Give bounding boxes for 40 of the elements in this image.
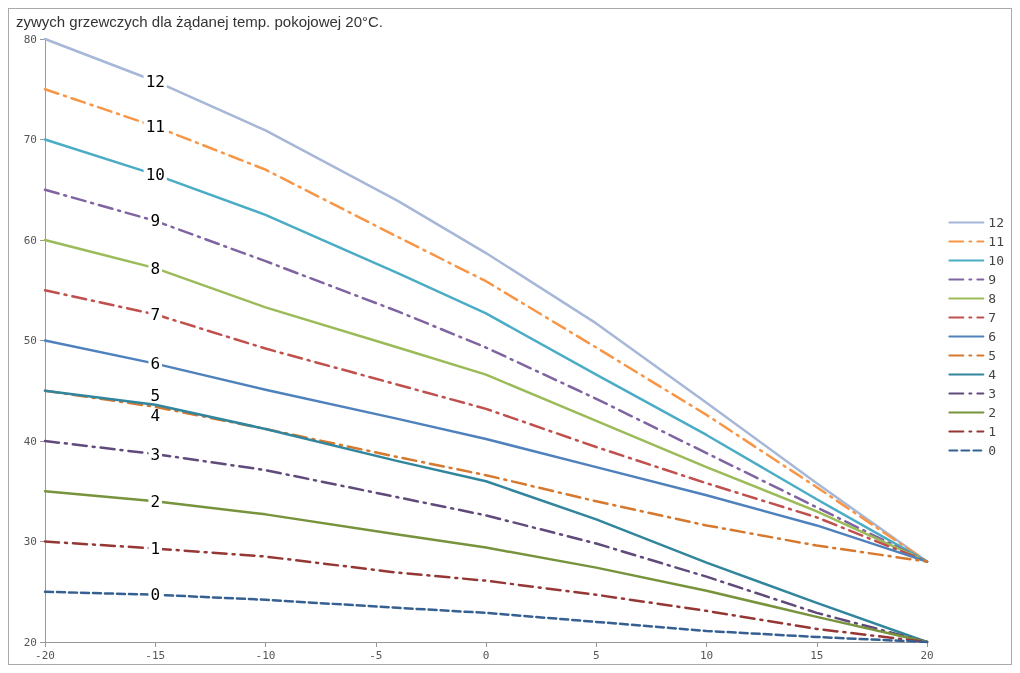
legend-label: 11 [988,234,1004,249]
y-tick-label: 40 [23,434,37,448]
text: 5 [150,386,161,406]
text: 3 [150,444,161,464]
x-tick-label: 20 [920,649,934,662]
legend-label: 7 [988,310,997,325]
y-tick-label: 50 [23,334,37,347]
legend-label: 6 [988,329,997,344]
legend-label: 2 [988,405,997,420]
legend-label: 3 [988,386,997,401]
text: 10 [150,539,161,605]
line-series [43,339,929,563]
x-tick-label: -15 [145,649,166,662]
x-tick-label: 0 [482,649,490,662]
text: 7 [150,304,161,324]
text: 8 [150,258,161,278]
legend-label: 5 [988,348,997,363]
x-tick-label: 15 [810,649,824,662]
legend-label: 8 [988,291,997,306]
legend-label: 9 [988,272,997,287]
legend-label: 0 [988,443,997,458]
y-tick-label: 80 [23,32,37,46]
y-tick-label: 30 [23,535,37,548]
text: 2 [150,491,161,511]
legend-label: 12 [988,215,1004,230]
y-tick-label: 70 [23,133,37,146]
chart-title: zywych grzewczych dla żądanej temp. pokojowej 20°C. [16,13,384,30]
text: 4 [150,406,161,426]
x-tick-label: -5 [369,649,383,662]
legend-label: 10 [988,253,1004,268]
x-tick-label: -10 [255,649,276,662]
x-tick-label: 10 [699,649,714,662]
text: 9 [150,211,161,231]
x-tick-label: -20 [35,649,55,662]
legend-label: 1 [988,424,997,439]
legend-label: 4 [988,367,997,382]
text: 6 [150,354,161,374]
x-tick-label: 5 [592,649,600,662]
y-tick-label: 20 [23,635,37,649]
y-tick-label: 60 [23,233,37,247]
